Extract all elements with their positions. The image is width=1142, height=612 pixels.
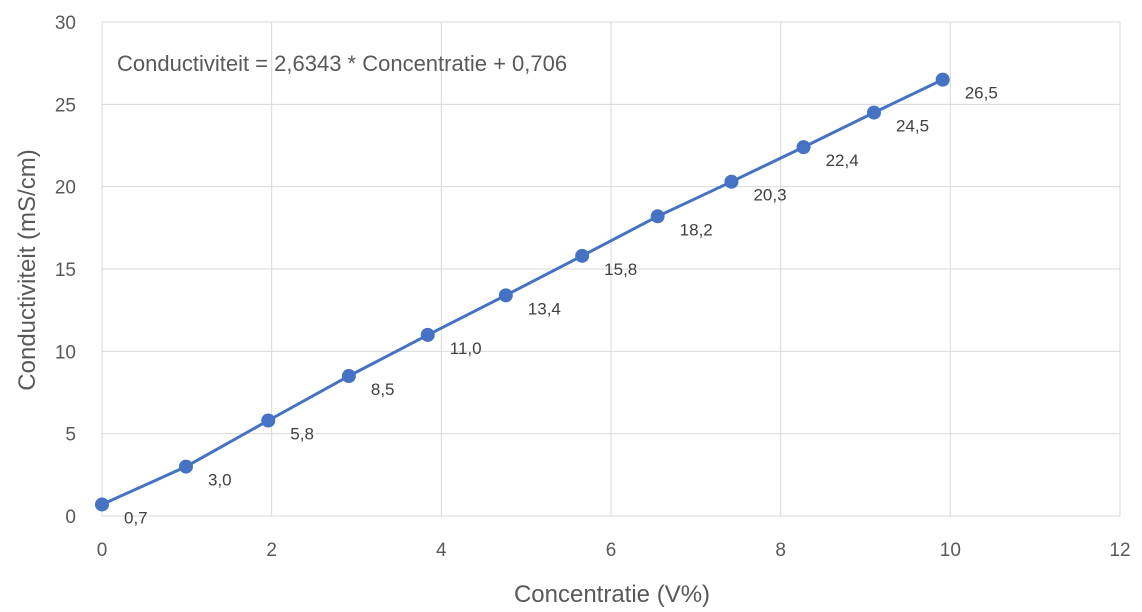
data-label: 24,5 (896, 117, 929, 136)
y-tick-label: 0 (65, 507, 76, 528)
data-point (575, 248, 590, 263)
data-point (796, 140, 811, 155)
x-tick-label: 10 (940, 540, 961, 561)
data-point (724, 174, 739, 189)
x-tick-label: 6 (606, 540, 617, 561)
x-tick-label: 12 (1109, 540, 1130, 561)
series-line (101, 78, 944, 506)
data-label: 8,5 (371, 380, 395, 399)
data-label: 26,5 (965, 84, 998, 103)
data-point (341, 369, 356, 384)
data-label: 5,8 (290, 424, 314, 443)
data-point (866, 105, 881, 120)
axis-ticks: 0 5 10 15 20 25 30 0 2 4 6 8 10 12 (55, 13, 1131, 561)
x-tick-label: 8 (775, 540, 786, 561)
data-point (178, 459, 193, 474)
x-tick-label: 0 (97, 540, 108, 561)
data-label: 15,8 (604, 260, 637, 279)
y-tick-label: 15 (55, 260, 76, 281)
trendline-equation: Conductiviteit = 2,6343 * Concentratie +… (117, 51, 567, 76)
data-label: 13,4 (528, 299, 561, 318)
y-tick-label: 30 (55, 13, 76, 34)
y-tick-label: 10 (55, 342, 76, 363)
data-label: 3,0 (208, 471, 232, 490)
gridlines (101, 21, 1121, 517)
data-point (935, 72, 950, 87)
x-axis-title: Concentratie (V%) (514, 581, 710, 608)
y-tick-label: 25 (55, 95, 76, 116)
data-label: 20,3 (753, 186, 786, 205)
data-label: 11,0 (450, 339, 482, 358)
y-tick-label: 5 (65, 425, 76, 446)
x-tick-label: 4 (436, 540, 447, 561)
data-point (420, 327, 435, 342)
y-axis-title: Conductiviteit (mS/cm) (14, 149, 41, 390)
y-tick-label: 20 (55, 178, 76, 199)
x-tick-label: 2 (266, 540, 277, 561)
data-point (95, 497, 109, 512)
data-label: 18,2 (680, 220, 713, 239)
data-point (261, 413, 276, 428)
data-point (650, 209, 665, 224)
data-label: 22,4 (826, 151, 859, 170)
data-label: 0,7 (124, 508, 148, 527)
series: 0,7 3,0 5,8 8,5 11,0 13,4 15,8 18,2 20,3 22,4 24,5… (95, 72, 998, 527)
data-point (498, 288, 513, 303)
